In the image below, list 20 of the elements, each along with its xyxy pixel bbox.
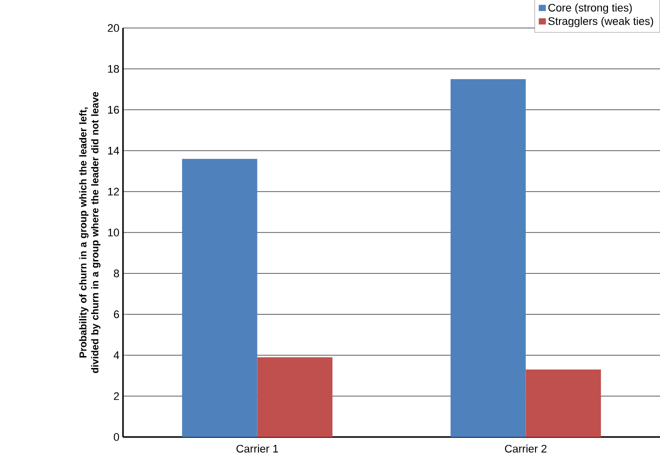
bar xyxy=(257,357,332,437)
bar xyxy=(182,158,258,437)
y-tick-label: 18 xyxy=(108,65,119,73)
bar xyxy=(450,79,526,437)
bar xyxy=(526,370,601,437)
y-axis-title: Probability of churn in a group which the leader left, divided by churn in a group where the leader did not leave xyxy=(79,92,100,373)
x-tick-label: Carrier 2 xyxy=(505,444,547,453)
legend-label: Core (strong ties) xyxy=(548,4,632,14)
y-tick-label: 20 xyxy=(108,24,120,32)
y-tick-label: 6 xyxy=(114,310,119,318)
y-tick-label: 4 xyxy=(114,351,120,359)
y-tick-label: 2 xyxy=(114,392,119,400)
y-tick-label: 10 xyxy=(108,228,120,236)
y-tick-label: 0 xyxy=(114,433,120,441)
x-tick-label: Carrier 1 xyxy=(236,444,278,453)
y-tick-label: 16 xyxy=(108,106,119,114)
legend-label: Stragglers (weak ties) xyxy=(548,16,654,28)
y-tick-label: 14 xyxy=(108,146,120,154)
y-tick-label: 12 xyxy=(108,188,119,196)
y-tick-label: 8 xyxy=(114,270,119,278)
